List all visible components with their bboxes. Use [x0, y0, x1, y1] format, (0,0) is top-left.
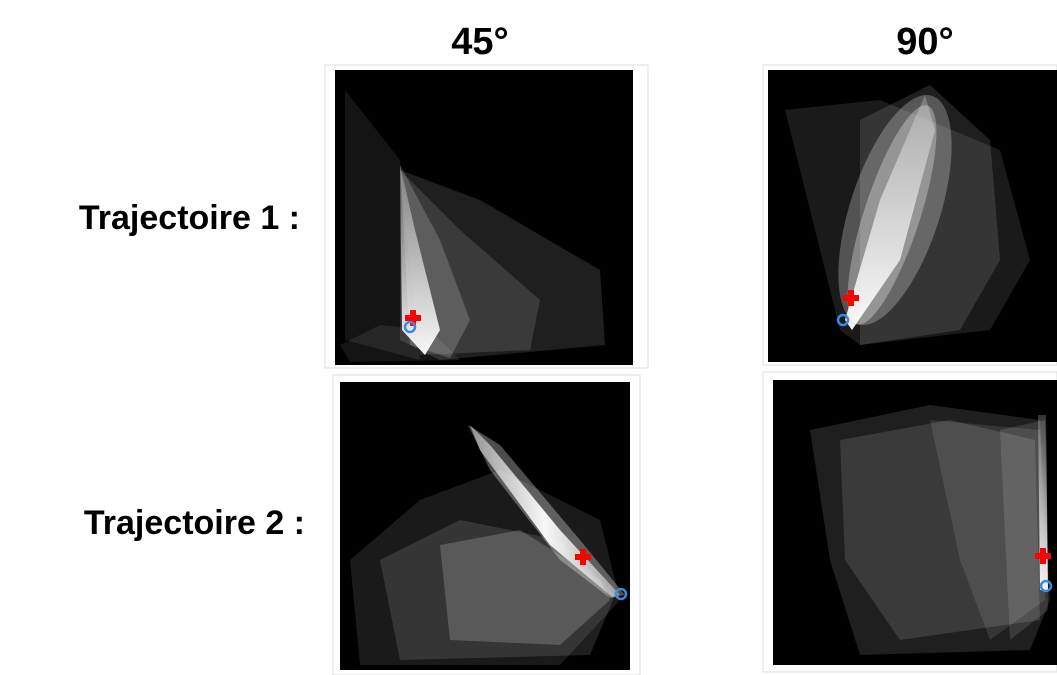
row-label: Trajectoire 1 :: [79, 199, 300, 237]
panel: [332, 374, 641, 675]
row-label: Trajectoire 2 :: [84, 504, 305, 542]
panel: [762, 64, 1057, 366]
panel: [324, 64, 649, 369]
panel: [762, 371, 1057, 673]
column-header: 45°: [451, 21, 508, 63]
column-header: 90°: [896, 21, 953, 63]
